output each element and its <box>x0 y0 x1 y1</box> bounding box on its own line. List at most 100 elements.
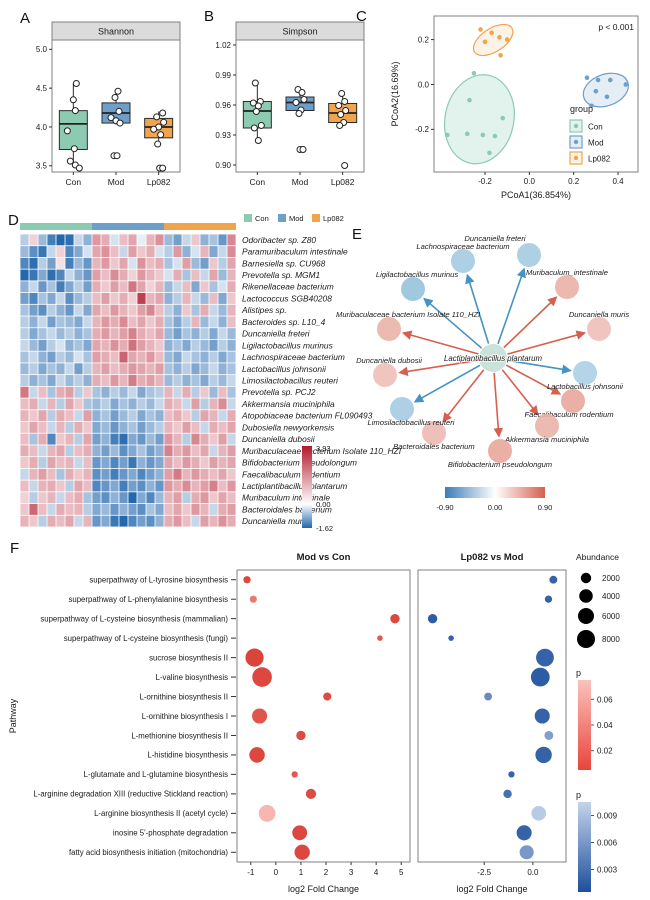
heat-cell <box>200 398 209 410</box>
heat-cell <box>209 515 218 527</box>
pathway-dot <box>503 789 512 799</box>
heat-cell <box>209 281 218 293</box>
heat-cell <box>47 445 56 457</box>
heat-cell <box>173 468 182 480</box>
pathway-dot <box>292 825 308 841</box>
heat-cell <box>56 433 65 445</box>
heat-cell <box>218 246 227 258</box>
corr-colorbar-tick: 0.90 <box>538 503 553 512</box>
heat-cell <box>137 480 146 492</box>
row-label: Lactococcus SGB40208 <box>242 293 332 303</box>
heat-cell <box>200 269 209 281</box>
heat-cell <box>101 246 110 258</box>
heat-cell <box>38 281 47 293</box>
heat-cell <box>146 304 155 316</box>
node-label: Lachnospiraceae bacterium <box>416 242 509 251</box>
heat-cell <box>110 375 119 386</box>
heat-cell <box>173 433 182 445</box>
panel-a-letter: A <box>20 10 31 27</box>
heat-cell <box>191 445 200 457</box>
heat-cell <box>20 445 29 457</box>
p-legend-value: 0.04 <box>597 721 613 730</box>
heat-cell <box>56 257 65 269</box>
data-point <box>300 96 308 103</box>
heat-cell <box>128 281 137 293</box>
heat-cell <box>65 257 74 269</box>
heat-cell <box>209 421 218 433</box>
heat-cell <box>191 398 200 410</box>
heat-cell <box>20 246 29 258</box>
heat-cell <box>209 503 218 515</box>
heat-cell <box>74 257 83 269</box>
heat-cell <box>20 234 29 246</box>
y-tick-label: 3.5 <box>36 162 48 171</box>
heat-cell <box>56 480 65 492</box>
heat-cell <box>29 316 38 328</box>
row-label: Lactobacillus johnsonii <box>242 364 327 374</box>
heat-cell <box>227 304 236 316</box>
pathway-dot <box>377 635 383 641</box>
data-point <box>157 131 165 139</box>
heat-cell <box>56 375 65 386</box>
heat-cell <box>182 316 191 328</box>
heat-cell <box>110 433 119 445</box>
heat-cell <box>20 398 29 410</box>
heat-cell <box>155 468 164 480</box>
heat-cell <box>65 316 74 328</box>
heat-cell <box>65 492 74 504</box>
abundance-legend-value: 4000 <box>602 592 620 601</box>
heat-cell <box>38 445 47 457</box>
heat-cell <box>200 421 209 433</box>
heat-cell <box>146 433 155 445</box>
heat-cell <box>209 410 218 422</box>
heat-cell <box>47 304 56 316</box>
heat-cell <box>92 234 101 246</box>
heat-cell <box>164 410 173 422</box>
heat-cell <box>137 351 146 363</box>
heat-cell <box>227 386 236 398</box>
pathway-label: inosine 5'-phosphate degradation <box>113 829 228 838</box>
heat-cell <box>20 386 29 398</box>
heat-cell <box>128 351 137 363</box>
heat-cell <box>92 492 101 504</box>
heat-cell <box>137 398 146 410</box>
heat-cell <box>146 410 155 422</box>
heat-cell <box>83 304 92 316</box>
heat-cell <box>83 234 92 246</box>
edge <box>493 372 504 438</box>
heat-cell <box>110 421 119 433</box>
heat-cell <box>182 269 191 281</box>
row-label: Lachnospiraceae bacterium <box>242 352 345 362</box>
pathway-dot <box>390 613 400 624</box>
heat-cell <box>128 316 137 328</box>
heat-cell <box>218 410 227 422</box>
panel-d-letter: D <box>8 212 19 229</box>
heat-cell <box>119 339 128 351</box>
heat-cell <box>155 480 164 492</box>
heat-cell <box>38 386 47 398</box>
data-point <box>298 89 306 96</box>
row-label: Duncaniella freteri <box>242 329 311 339</box>
heat-cell <box>38 468 47 480</box>
node <box>373 363 397 387</box>
heat-cell <box>209 351 218 363</box>
heat-cell <box>74 433 83 445</box>
heat-cell <box>38 257 47 269</box>
heat-cell <box>83 269 92 281</box>
x-tick-label: Mod <box>292 177 309 187</box>
x-tick-label: Con <box>250 177 266 187</box>
heat-cell <box>74 398 83 410</box>
heat-cell <box>209 398 218 410</box>
pathway-dot <box>258 804 276 822</box>
heat-cell <box>74 503 83 515</box>
heat-cell <box>155 398 164 410</box>
heat-cell <box>83 375 92 386</box>
heat-cell <box>47 468 56 480</box>
heat-cell <box>119 480 128 492</box>
heat-cell <box>38 503 47 515</box>
heat-cell <box>155 246 164 258</box>
heat-cell <box>146 269 155 281</box>
legend-label-Lp082: Lp082 <box>323 214 344 223</box>
heat-cell <box>182 445 191 457</box>
heatmap-cells <box>20 234 236 527</box>
